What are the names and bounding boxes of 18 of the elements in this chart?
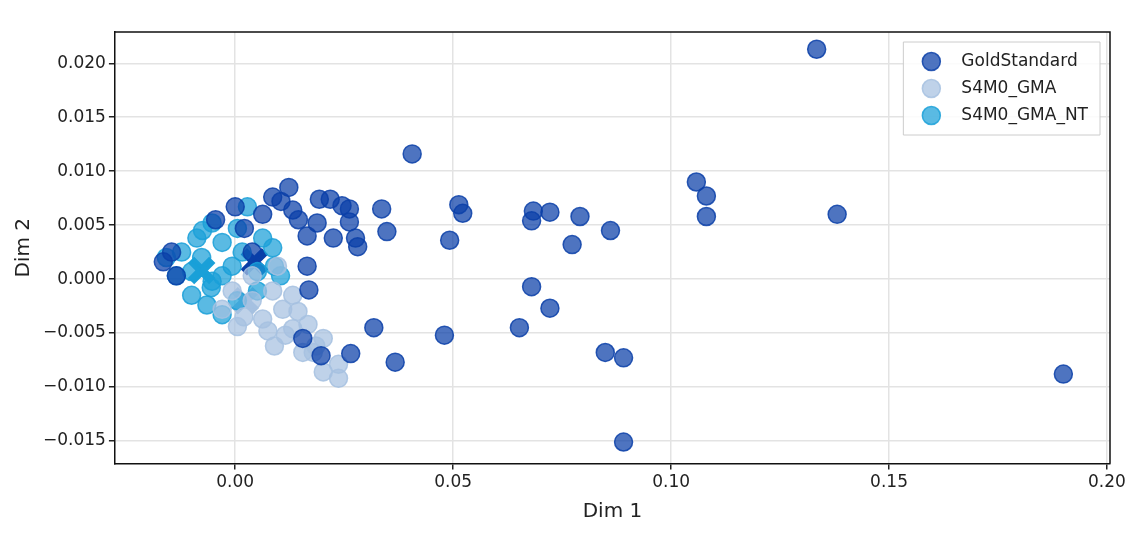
y-tick-label: 0.000 bbox=[57, 267, 106, 288]
legend-label: GoldStandard bbox=[961, 49, 1078, 70]
y-tick-label: −0.010 bbox=[42, 375, 106, 396]
x-tick-label: 0.15 bbox=[870, 471, 908, 492]
y-tick-label: 0.020 bbox=[57, 51, 106, 72]
x-tick-label: 0.05 bbox=[434, 471, 473, 492]
x-tick-label: 0.20 bbox=[1088, 471, 1126, 492]
y-tick-label: 0.005 bbox=[57, 213, 106, 234]
y-tick-label: −0.015 bbox=[42, 429, 106, 450]
y-axis-title: Dim 2 bbox=[10, 218, 35, 278]
x-tick-label: 0.10 bbox=[652, 471, 691, 492]
x-tick-label: 0.00 bbox=[216, 471, 255, 492]
legend-label: S4M0_GMA_NT bbox=[961, 103, 1089, 125]
x-axis-title: Dim 1 bbox=[582, 498, 643, 523]
legend-label: S4M0_GMA bbox=[961, 76, 1057, 98]
y-tick-label: −0.005 bbox=[42, 321, 106, 342]
y-tick-label: 0.010 bbox=[57, 159, 106, 180]
y-tick-label: 0.015 bbox=[57, 105, 106, 126]
